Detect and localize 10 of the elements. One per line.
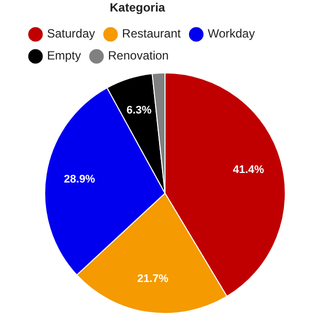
legend-label: Workday [208,26,255,41]
data-label: 6.3% [126,104,152,117]
legend-label: Renovation [108,48,169,63]
data-label: 21.7% [137,272,169,285]
legend-label: Saturday [47,26,96,41]
legend-label: Restaurant [122,26,182,41]
data-label: 41.4% [232,164,264,176]
legend-title: Kategoria [110,0,166,14]
legend-label: Empty [47,48,82,63]
data-label: 28.9% [64,173,96,186]
